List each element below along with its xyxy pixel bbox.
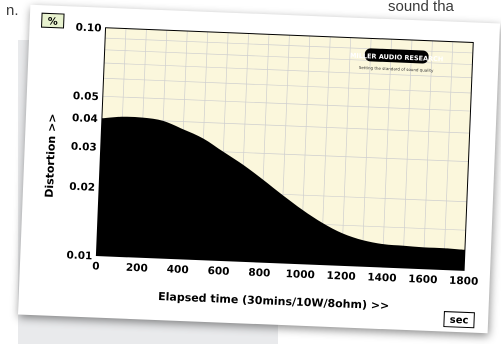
- page-text-fragment-left: n.: [6, 2, 19, 19]
- grid-line-vertical: [341, 37, 352, 266]
- logo-tagline: Setting the standard of sound quality: [359, 65, 434, 73]
- x-tick-labels: 0 200 400 600 800 1000 1200 1400 1600 1800: [92, 260, 478, 287]
- y-tick-label: 0.05: [73, 90, 99, 103]
- grid-line-horizontal: [104, 62, 472, 79]
- y-tick-label: 0.01: [66, 249, 92, 262]
- grid-line-vertical: [443, 41, 454, 270]
- x-tick-label: 1000: [285, 268, 315, 281]
- y-tick-label: 0.04: [72, 112, 98, 125]
- y-unit-label: %: [47, 16, 57, 27]
- logo-brand-text: MILLER AUDIO RESEARCH: [350, 52, 444, 64]
- x-tick-label: 1800: [449, 275, 479, 288]
- x-unit-label: sec: [450, 315, 469, 327]
- x-tick-label: 1200: [326, 270, 356, 283]
- x-tick-label: 1400: [367, 271, 397, 284]
- grid-line-vertical: [361, 38, 372, 267]
- x-tick-label: 200: [126, 262, 148, 275]
- y-tick-label: 0.03: [71, 141, 97, 154]
- y-tick-label: 0.10: [75, 22, 101, 35]
- y-unit-box: %: [40, 12, 65, 29]
- chart-card: 0.10 0.05 0.04 0.03 0.02 0.01 0 200 400 600 800 10…: [17, 4, 501, 334]
- x-tick-label: 400: [166, 263, 188, 276]
- page-text-fragment-right: sound tha: [388, 0, 454, 15]
- x-unit-box: sec: [443, 311, 475, 329]
- distortion-area: [96, 116, 465, 271]
- grid-line-vertical: [402, 40, 413, 268]
- y-tick-labels: 0.10 0.05 0.04 0.03 0.02 0.01: [66, 22, 102, 263]
- plot-border: [95, 27, 474, 271]
- grid-line-vertical: [422, 40, 433, 269]
- brand-logo: MILLER AUDIO RESEARCH Setting the standa…: [350, 48, 444, 73]
- grid-line-horizontal: [102, 95, 471, 112]
- y-tick-label: 0.02: [69, 181, 95, 194]
- x-tick-label: 1600: [408, 273, 438, 286]
- grid-line-vertical: [382, 39, 392, 268]
- grid-line-horizontal: [103, 77, 472, 94]
- y-axis-title: Distortion >>: [43, 113, 59, 198]
- x-axis-title: Elapsed time (30mins/10W/8ohm) >>: [158, 290, 390, 312]
- x-tick-label: 800: [248, 267, 270, 280]
- x-tick-label: 0: [92, 260, 100, 272]
- distortion-chart: 0.10 0.05 0.04 0.03 0.02 0.01 0 200 400 600 800 10…: [40, 12, 479, 329]
- x-tick-label: 600: [207, 265, 229, 278]
